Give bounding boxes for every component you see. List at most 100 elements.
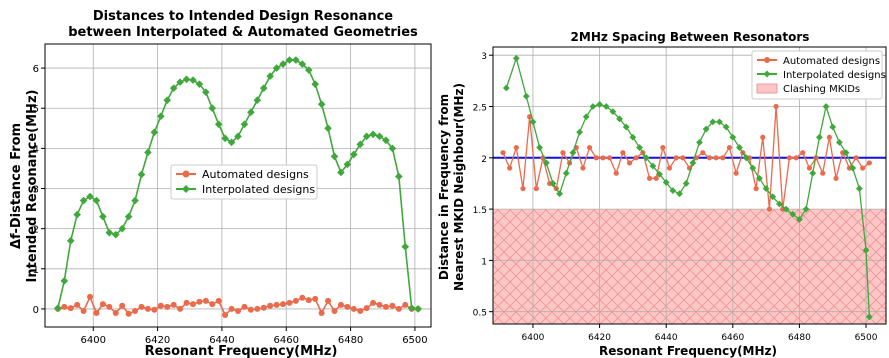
data-point-1 <box>144 148 152 157</box>
data-point-1 <box>73 210 81 219</box>
y-tick-label: 0 <box>33 305 39 316</box>
data-point-0 <box>793 155 799 161</box>
data-point-1 <box>369 130 377 139</box>
data-point-1 <box>512 54 520 62</box>
y-tick-label: 1 <box>33 265 39 276</box>
data-point-1 <box>272 64 281 72</box>
data-point-1 <box>616 115 623 123</box>
data-point-0 <box>786 155 793 161</box>
y-tick-label: 5 <box>33 104 39 115</box>
legend-box <box>751 50 883 100</box>
data-point-0 <box>273 301 280 308</box>
data-point-0 <box>370 299 377 306</box>
chart-left-ylabel-line1: Δf-Distance From <box>9 123 24 249</box>
data-point-0 <box>350 305 357 312</box>
data-point-1 <box>298 60 307 68</box>
x-tick-label: 6420 <box>588 333 611 343</box>
data-point-0 <box>653 175 659 181</box>
data-point-1 <box>782 205 790 213</box>
data-point-0 <box>760 134 766 140</box>
clashing-region <box>493 209 886 324</box>
chart-right-xlabel: Resonant Frequency(MHz) <box>599 344 777 358</box>
data-point-0 <box>700 150 706 156</box>
x-tick-label: 6460 <box>274 335 299 346</box>
data-point-0 <box>157 302 164 309</box>
data-point-0 <box>773 103 779 110</box>
data-point-0 <box>254 305 261 312</box>
data-point-1 <box>414 305 422 313</box>
x-tick-label: 6500 <box>402 335 427 346</box>
data-point-0 <box>753 185 759 192</box>
data-point-1 <box>169 84 178 92</box>
axes-frame <box>44 43 432 328</box>
data-point-1 <box>362 132 371 141</box>
data-point-0 <box>806 165 812 171</box>
data-point-1 <box>124 212 133 221</box>
data-point-0 <box>826 134 832 140</box>
data-point-0 <box>183 299 190 306</box>
data-point-1 <box>689 159 697 167</box>
data-point-1 <box>716 118 723 126</box>
data-point-0 <box>766 206 773 212</box>
data-point-0 <box>720 155 726 161</box>
data-point-1 <box>131 196 139 205</box>
data-point-1 <box>285 56 294 64</box>
data-point-1 <box>227 138 236 147</box>
x-tick-label: 6440 <box>209 335 234 346</box>
data-point-1 <box>330 152 339 161</box>
data-point-0 <box>99 301 106 308</box>
data-point-1 <box>150 128 159 137</box>
data-point-0 <box>382 303 389 310</box>
data-point-1 <box>656 170 663 178</box>
data-point-0 <box>202 297 209 304</box>
data-point-0 <box>93 309 100 316</box>
data-point-0 <box>344 303 351 310</box>
data-point-0 <box>860 165 866 171</box>
data-point-1 <box>576 128 583 136</box>
data-point-0 <box>151 306 158 313</box>
data-point-0 <box>170 301 177 308</box>
data-point-0 <box>312 295 319 302</box>
data-point-0 <box>726 144 733 151</box>
data-point-0 <box>376 301 383 308</box>
data-point-0 <box>106 303 113 310</box>
data-point-1 <box>292 56 300 64</box>
data-point-0 <box>853 155 859 161</box>
legend-marker-interpolated <box>763 70 771 78</box>
data-point-1 <box>350 150 358 159</box>
x-tick-label: 6440 <box>655 333 678 343</box>
data-point-1 <box>54 304 62 312</box>
x-tick-label: 6460 <box>721 333 744 343</box>
data-point-0 <box>337 301 344 308</box>
data-point-0 <box>357 307 364 314</box>
data-point-1 <box>542 159 550 167</box>
data-point-1 <box>696 139 703 146</box>
x-tick-label: 6420 <box>145 335 170 346</box>
data-point-1 <box>317 100 326 109</box>
data-point-1 <box>382 136 390 145</box>
data-point-0 <box>800 150 806 156</box>
data-point-1 <box>60 277 69 285</box>
data-point-0 <box>507 165 513 171</box>
data-point-1 <box>375 132 384 141</box>
legend-label-clashing: Clashing MKIDs <box>783 84 860 95</box>
y-tick-label: 2.5 <box>473 104 487 114</box>
data-point-0 <box>733 170 739 176</box>
data-point-1 <box>502 84 510 92</box>
data-point-1 <box>401 242 410 251</box>
data-point-1 <box>556 190 564 198</box>
data-point-1 <box>749 164 757 172</box>
data-point-1 <box>266 72 274 80</box>
data-point-0 <box>61 303 68 310</box>
data-point-1 <box>324 124 332 133</box>
data-point-0 <box>626 160 633 166</box>
data-point-0 <box>189 301 196 308</box>
legend-label-interpolated: Interpolated designs <box>202 183 315 196</box>
data-point-1 <box>722 123 730 131</box>
data-point-0 <box>646 175 653 181</box>
legend-label-automated: Automated designs <box>783 56 880 67</box>
data-point-1 <box>311 80 319 88</box>
data-point-0 <box>389 302 396 309</box>
data-point-0 <box>112 309 119 316</box>
